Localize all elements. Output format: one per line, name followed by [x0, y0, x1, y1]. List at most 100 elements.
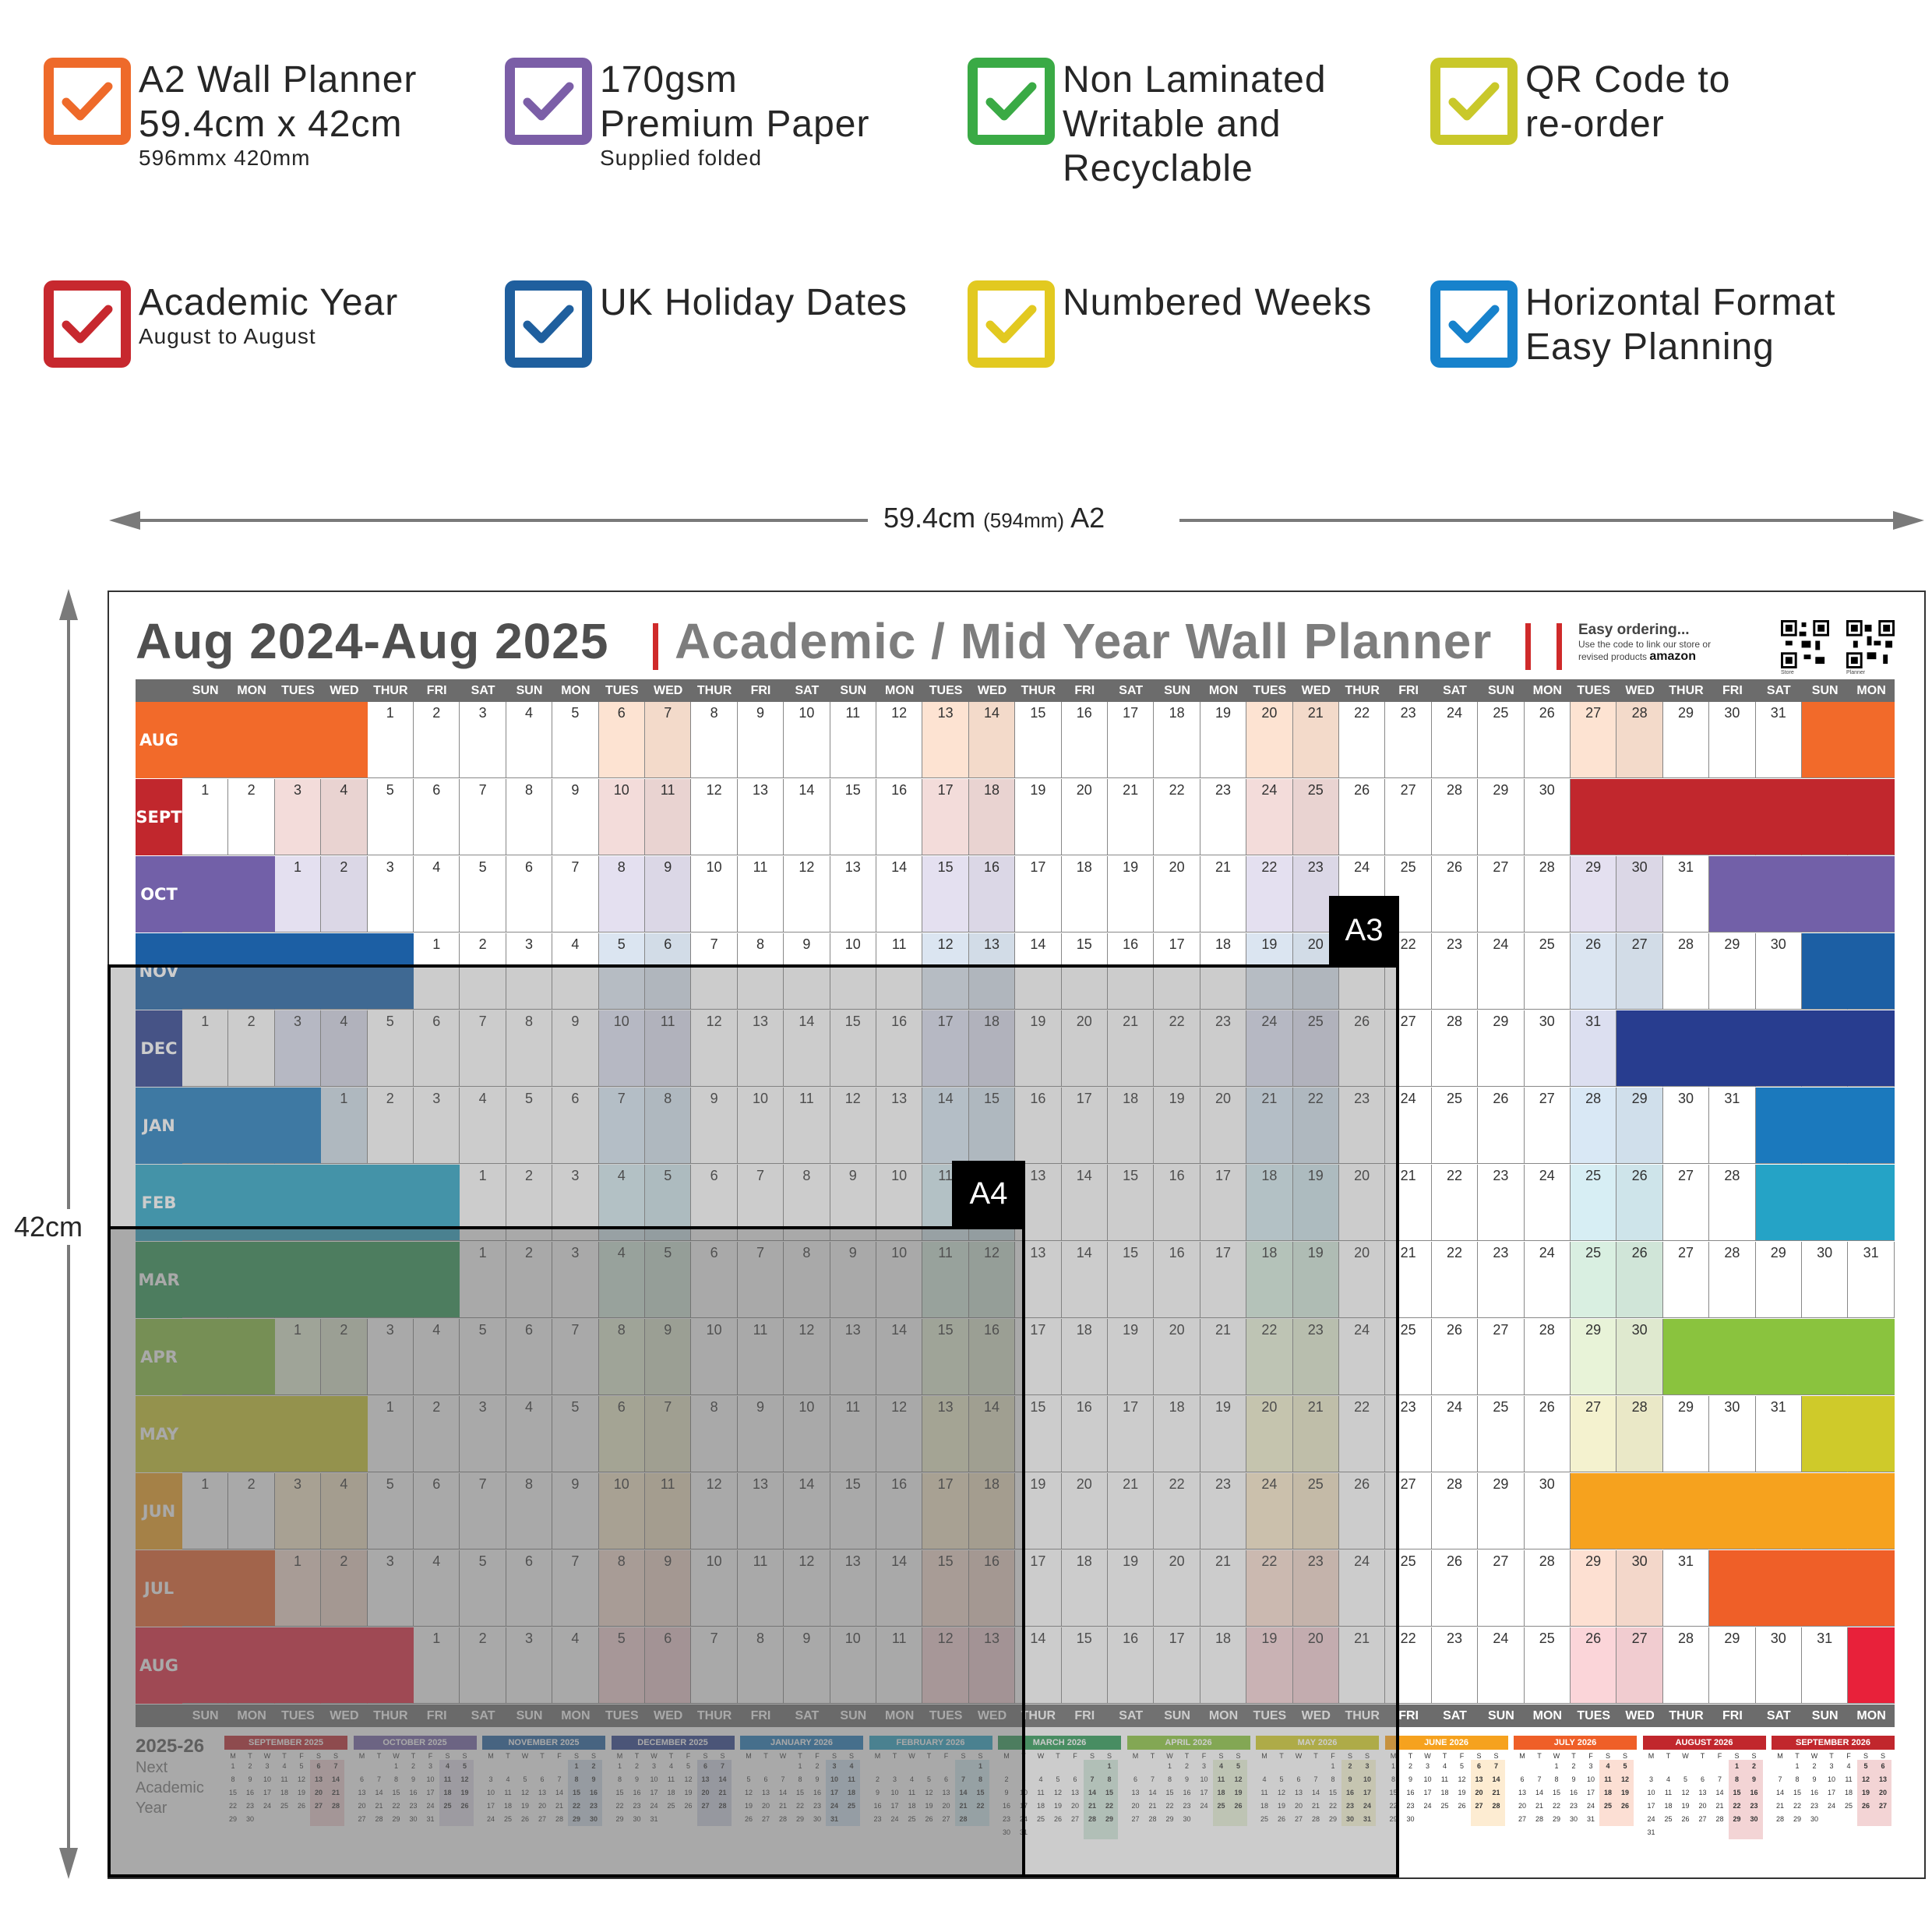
day-cell[interactable]: 15 — [1108, 1242, 1155, 1318]
day-cell[interactable]: 26 — [1431, 856, 1479, 933]
day-cell[interactable]: 5 — [598, 933, 645, 1010]
day-cell[interactable]: 14 — [968, 1396, 1016, 1472]
day-cell[interactable]: 27 — [1524, 1088, 1571, 1164]
day-cell[interactable]: 28 — [1662, 933, 1710, 1010]
day-cell[interactable]: 17 — [1154, 1627, 1200, 1704]
day-cell[interactable]: 30 — [1524, 1473, 1571, 1549]
day-cell[interactable]: 16 — [1154, 1165, 1200, 1241]
day-cell[interactable]: 2 — [228, 1473, 275, 1549]
day-cell[interactable]: 9 — [784, 933, 830, 1010]
day-cell[interactable]: 6 — [691, 1242, 738, 1318]
day-cell[interactable]: 25 — [1431, 1088, 1479, 1164]
day-cell[interactable]: 22 — [1154, 779, 1200, 855]
day-cell[interactable]: 24 — [1246, 779, 1293, 855]
day-cell[interactable]: 6 — [414, 1473, 460, 1549]
day-cell[interactable]: 7 — [552, 1550, 599, 1627]
day-cell[interactable]: 19 — [1015, 1010, 1062, 1087]
day-cell[interactable]: 20 — [1061, 779, 1108, 855]
day-cell[interactable]: 24 — [1339, 1319, 1386, 1395]
day-cell[interactable]: 28 — [1431, 779, 1479, 855]
day-cell[interactable]: 30 — [1755, 1627, 1802, 1704]
day-cell[interactable]: 7 — [460, 1473, 506, 1549]
day-cell[interactable]: 29 — [1571, 856, 1617, 933]
day-cell[interactable]: 25 — [1478, 702, 1525, 778]
day-cell[interactable]: 31 — [1802, 1627, 1849, 1704]
day-cell[interactable]: 10 — [784, 702, 830, 778]
day-cell[interactable]: 5 — [598, 1627, 645, 1704]
day-cell[interactable]: 28 — [1524, 1550, 1571, 1627]
day-cell[interactable]: 25 — [1385, 1550, 1432, 1627]
day-cell[interactable]: 24 — [1339, 1550, 1386, 1627]
day-cell[interactable]: 24 — [1524, 1242, 1571, 1318]
day-cell[interactable]: 16 — [1154, 1242, 1200, 1318]
day-cell[interactable]: 13 — [922, 1396, 969, 1472]
day-cell[interactable]: 23 — [1292, 1319, 1339, 1395]
day-cell[interactable]: 12 — [691, 1010, 738, 1087]
day-cell[interactable]: 10 — [691, 856, 738, 933]
day-cell[interactable]: 21 — [1200, 1550, 1247, 1627]
day-cell[interactable]: 4 — [321, 1473, 368, 1549]
day-cell[interactable]: 2 — [321, 1319, 368, 1395]
day-cell[interactable]: 21 — [1385, 1242, 1432, 1318]
day-cell[interactable]: 22 — [1339, 1396, 1386, 1472]
day-cell[interactable]: 24 — [1478, 1627, 1525, 1704]
day-cell[interactable]: 8 — [784, 1242, 830, 1318]
day-cell[interactable]: 23 — [1200, 1010, 1247, 1087]
day-cell[interactable]: 20 — [1339, 1165, 1386, 1241]
day-cell[interactable]: 9 — [830, 1242, 876, 1318]
day-cell[interactable]: 18 — [1108, 1088, 1155, 1164]
day-cell[interactable]: 16 — [876, 779, 923, 855]
day-cell[interactable]: 27 — [1478, 1550, 1525, 1627]
day-cell[interactable]: 22 — [1339, 702, 1386, 778]
day-cell[interactable]: 3 — [367, 1550, 414, 1627]
day-cell[interactable]: 29 — [1709, 933, 1756, 1010]
day-cell[interactable]: 20 — [1154, 856, 1200, 933]
day-cell[interactable]: 16 — [1108, 933, 1155, 1010]
day-cell[interactable]: 27 — [1385, 779, 1432, 855]
day-cell[interactable]: 28 — [1616, 1396, 1663, 1472]
day-cell[interactable]: 23 — [1431, 1627, 1479, 1704]
day-cell[interactable]: 13 — [830, 856, 876, 933]
day-cell[interactable]: 16 — [1061, 702, 1108, 778]
day-cell[interactable]: 17 — [1200, 1165, 1247, 1241]
day-cell[interactable]: 23 — [1478, 1165, 1525, 1241]
day-cell[interactable]: 6 — [645, 1627, 692, 1704]
day-cell[interactable]: 11 — [784, 1088, 830, 1164]
day-cell[interactable]: 4 — [598, 1242, 645, 1318]
day-cell[interactable]: 11 — [737, 856, 784, 933]
day-cell[interactable]: 30 — [1524, 1010, 1571, 1087]
day-cell[interactable]: 17 — [922, 779, 969, 855]
day-cell[interactable]: 2 — [228, 779, 275, 855]
day-cell[interactable]: 28 — [1662, 1627, 1710, 1704]
day-cell[interactable]: 22 — [1292, 1088, 1339, 1164]
day-cell[interactable]: 3 — [460, 702, 506, 778]
day-cell[interactable]: 26 — [1571, 1627, 1617, 1704]
day-cell[interactable]: 10 — [598, 1473, 645, 1549]
day-cell[interactable]: 30 — [1616, 1319, 1663, 1395]
day-cell[interactable]: 24 — [1431, 1396, 1479, 1472]
day-cell[interactable]: 15 — [830, 1473, 876, 1549]
day-cell[interactable]: 20 — [1061, 1010, 1108, 1087]
day-cell[interactable]: 25 — [1292, 1473, 1339, 1549]
day-cell[interactable]: 30 — [1616, 856, 1663, 933]
day-cell[interactable]: 20 — [1154, 1550, 1200, 1627]
day-cell[interactable]: 29 — [1571, 1550, 1617, 1627]
day-cell[interactable]: 13 — [737, 1010, 784, 1087]
day-cell[interactable]: 11 — [830, 1396, 876, 1472]
day-cell[interactable]: 16 — [968, 1319, 1016, 1395]
day-cell[interactable]: 30 — [1755, 933, 1802, 1010]
day-cell[interactable]: 3 — [274, 779, 322, 855]
day-cell[interactable]: 26 — [1339, 1010, 1386, 1087]
day-cell[interactable]: 30 — [1709, 702, 1756, 778]
day-cell[interactable]: 1 — [182, 779, 229, 855]
day-cell[interactable]: 11 — [645, 779, 692, 855]
day-cell[interactable]: 23 — [1200, 779, 1247, 855]
day-cell[interactable]: 2 — [367, 1088, 414, 1164]
day-cell[interactable]: 8 — [598, 1319, 645, 1395]
day-cell[interactable]: 24 — [1385, 1088, 1432, 1164]
day-cell[interactable]: 11 — [645, 1010, 692, 1087]
day-cell[interactable]: 6 — [552, 1088, 599, 1164]
day-cell[interactable]: 9 — [645, 1550, 692, 1627]
day-cell[interactable]: 9 — [691, 1088, 738, 1164]
day-cell[interactable]: 13 — [830, 1319, 876, 1395]
